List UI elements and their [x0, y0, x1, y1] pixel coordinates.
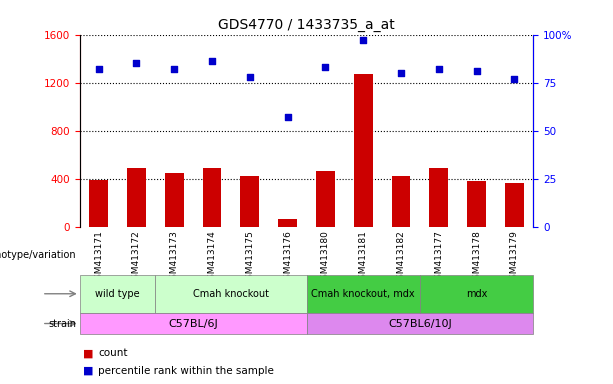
Bar: [354, 74, 373, 227]
Text: GSM413174: GSM413174: [207, 230, 216, 285]
Text: mdx: mdx: [466, 289, 487, 299]
Text: C57BL6/10J: C57BL6/10J: [388, 318, 452, 329]
Text: C57BL/6J: C57BL/6J: [168, 318, 218, 329]
Point: [131, 60, 141, 66]
Point: [472, 68, 482, 74]
Bar: [306, 275, 420, 313]
Title: GDS4770 / 1433735_a_at: GDS4770 / 1433735_a_at: [218, 18, 395, 32]
Text: GSM413179: GSM413179: [510, 230, 519, 285]
Bar: [89, 180, 108, 227]
Text: ■: ■: [83, 366, 93, 376]
Text: GSM413176: GSM413176: [283, 230, 292, 285]
Text: GSM413172: GSM413172: [132, 230, 141, 285]
Bar: [505, 184, 524, 227]
Bar: [467, 181, 486, 227]
Bar: [240, 176, 259, 227]
Text: ■: ■: [83, 348, 93, 358]
Bar: [165, 172, 184, 227]
Text: GSM413177: GSM413177: [434, 230, 443, 285]
Point: [321, 64, 330, 70]
Text: GSM413182: GSM413182: [397, 230, 406, 285]
Point: [434, 66, 444, 72]
Text: GSM413171: GSM413171: [94, 230, 103, 285]
Point: [396, 70, 406, 76]
Text: GSM413173: GSM413173: [170, 230, 179, 285]
Text: GSM413180: GSM413180: [321, 230, 330, 285]
Bar: [278, 219, 297, 227]
Text: Cmah knockout, mdx: Cmah knockout, mdx: [311, 289, 415, 299]
Point: [207, 58, 217, 65]
Text: GSM413181: GSM413181: [359, 230, 368, 285]
Bar: [429, 168, 448, 227]
Bar: [202, 168, 221, 227]
Text: wild type: wild type: [95, 289, 140, 299]
Text: genotype/variation: genotype/variation: [0, 250, 77, 260]
Text: strain: strain: [48, 318, 77, 329]
Point: [94, 66, 104, 72]
Text: GSM413178: GSM413178: [472, 230, 481, 285]
Bar: [80, 275, 155, 313]
Point: [283, 114, 292, 120]
Bar: [80, 313, 306, 334]
Text: percentile rank within the sample: percentile rank within the sample: [98, 366, 274, 376]
Point: [169, 66, 179, 72]
Bar: [316, 171, 335, 227]
Point: [358, 37, 368, 43]
Bar: [392, 176, 411, 227]
Bar: [306, 313, 533, 334]
Text: GSM413175: GSM413175: [245, 230, 254, 285]
Point: [509, 76, 519, 82]
Text: count: count: [98, 348, 128, 358]
Point: [245, 74, 255, 80]
Bar: [155, 275, 306, 313]
Bar: [127, 168, 146, 227]
Bar: [420, 275, 533, 313]
Text: Cmah knockout: Cmah knockout: [193, 289, 269, 299]
